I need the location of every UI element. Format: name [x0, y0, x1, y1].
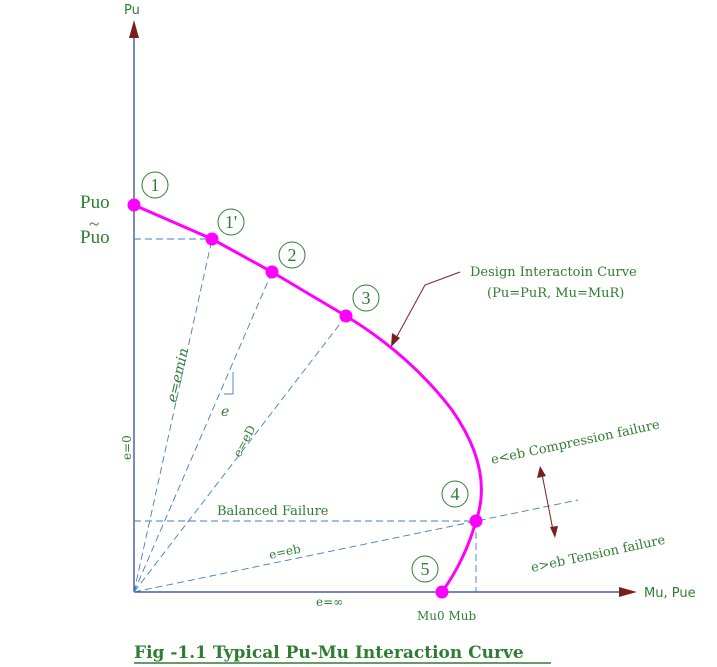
x-axis-label: Mu, Pue	[644, 586, 696, 601]
point-2-marker	[265, 265, 279, 279]
e-b-line	[133, 499, 579, 593]
svg-text:2: 2	[288, 245, 297, 265]
interaction-curve	[133, 203, 483, 593]
compression-failure-label: e<eb Compression failure	[490, 417, 662, 468]
tension-failure-label: e>eb Tension failure	[530, 533, 667, 576]
point-4-label: 4	[441, 480, 469, 508]
e-min-line	[133, 238, 213, 593]
balanced-failure-label: Balanced Failure	[217, 504, 329, 519]
point-5-label: 5	[411, 555, 439, 583]
design-curve-label-2: (Pu=PuR, Mu=MuR)	[487, 286, 624, 301]
figure-caption: Fig -1.1 Typical Pu-Mu Interaction Curve	[134, 643, 524, 663]
point-2-label: 2	[278, 241, 306, 269]
curve-leader-arrow-icon	[391, 333, 400, 347]
point-3-label: 3	[352, 284, 380, 312]
point-3-marker	[339, 309, 353, 323]
x-axis-arrow-icon	[619, 587, 637, 597]
mu0-mub-label: Mu0 Mub	[417, 609, 476, 623]
curve-leader	[394, 271, 461, 341]
e-b-label: e=eb	[268, 542, 302, 562]
e-d-line	[133, 271, 273, 593]
puo-label: Puo	[80, 192, 110, 213]
point-1p-label: 1'	[217, 208, 245, 236]
svg-text:3: 3	[362, 288, 371, 308]
e-3-line	[133, 315, 347, 593]
y-axis-arrow-icon	[129, 20, 139, 38]
failure-arrow-up-icon	[537, 466, 546, 478]
e-infinity-label: e=∞	[316, 595, 343, 609]
svg-text:4: 4	[451, 484, 460, 504]
point-5-marker	[435, 585, 449, 599]
point-1p-marker	[205, 232, 219, 246]
puo-tilde-label: Puo	[80, 227, 110, 248]
svg-text:1: 1	[151, 175, 160, 195]
y-axis-label: Pu	[124, 3, 140, 18]
point-4-marker	[469, 514, 483, 528]
design-curve-label-1: Design Interactoin Curve	[470, 265, 637, 280]
point-1-marker	[127, 198, 141, 212]
e-min-label: e=emin	[164, 347, 192, 404]
e-slope-label: e	[221, 404, 229, 420]
failure-divider-arrow	[541, 473, 554, 531]
svg-text:5: 5	[421, 559, 430, 579]
e-d-label: e=eD	[230, 423, 258, 459]
e-zero-label: e=0	[120, 435, 134, 460]
slope-triangle	[224, 372, 234, 395]
point-1-label: 1	[141, 171, 169, 199]
svg-text:1': 1'	[225, 212, 237, 232]
failure-arrow-down-icon	[550, 526, 558, 538]
tilde-mark: ~	[89, 214, 99, 235]
